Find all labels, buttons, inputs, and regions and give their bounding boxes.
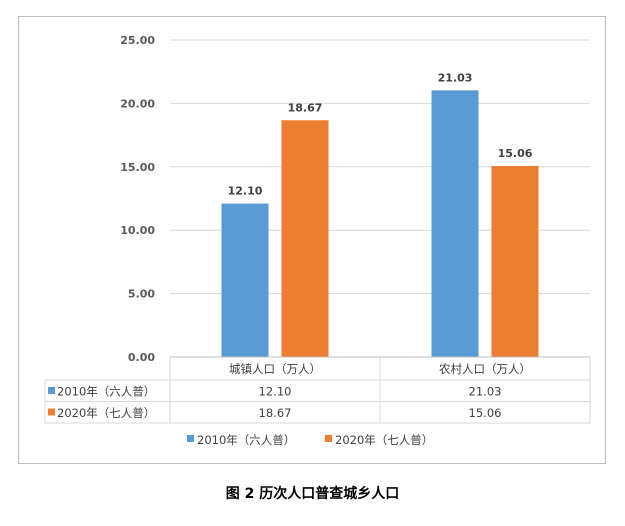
bar (431, 90, 479, 357)
category-label: 农村人口（万人） (439, 362, 531, 376)
table-row-label: 2010年（六人普） (57, 385, 155, 399)
data-labels: 12.10 18.67 21.03 15.06 (228, 71, 533, 197)
legend: 2010年（六人普） 2020年（七人普） (187, 433, 433, 447)
y-tick-label: 0.00 (128, 351, 155, 364)
table-row-label: 2020年（七人普） (57, 406, 155, 420)
table-legend-key (48, 408, 55, 416)
data-label: 21.03 (438, 71, 473, 84)
y-tick-label: 20.00 (120, 97, 155, 110)
data-table: 城镇人口（万人） 农村人口（万人） 2010年（六人普） 12.10 21.03 2020… (44, 356, 591, 424)
bar (281, 120, 329, 357)
bars (221, 90, 539, 357)
table-cell: 15.06 (469, 406, 502, 420)
y-tick-label: 25.00 (120, 34, 155, 47)
table-cell: 12.10 (259, 385, 292, 399)
legend-key (187, 435, 194, 442)
category-label: 城镇人口（万人） (229, 362, 321, 376)
y-axis: 0.00 5.00 10.00 15.00 20.00 25.00 (120, 34, 155, 364)
y-tick-label: 15.00 (120, 161, 155, 174)
bar (221, 203, 269, 357)
data-label: 18.67 (288, 101, 323, 114)
bar-chart: 0.00 5.00 10.00 15.00 20.00 25.00 12.10 18.67 2… (44, 34, 591, 447)
table-cell: 21.03 (469, 385, 502, 399)
data-label: 12.10 (228, 185, 263, 198)
table-cell: 18.67 (259, 406, 292, 420)
bar (491, 166, 539, 357)
data-label: 15.06 (498, 147, 533, 160)
legend-key (325, 435, 332, 442)
table-legend-key (48, 387, 55, 394)
y-tick-label: 10.00 (120, 224, 155, 237)
legend-label: 2020年（七人普） (335, 433, 433, 447)
y-tick-label: 5.00 (128, 288, 155, 301)
figure-caption: 图 2 历次人口普查城乡人口 (225, 486, 400, 502)
legend-label: 2010年（六人普） (197, 433, 295, 447)
